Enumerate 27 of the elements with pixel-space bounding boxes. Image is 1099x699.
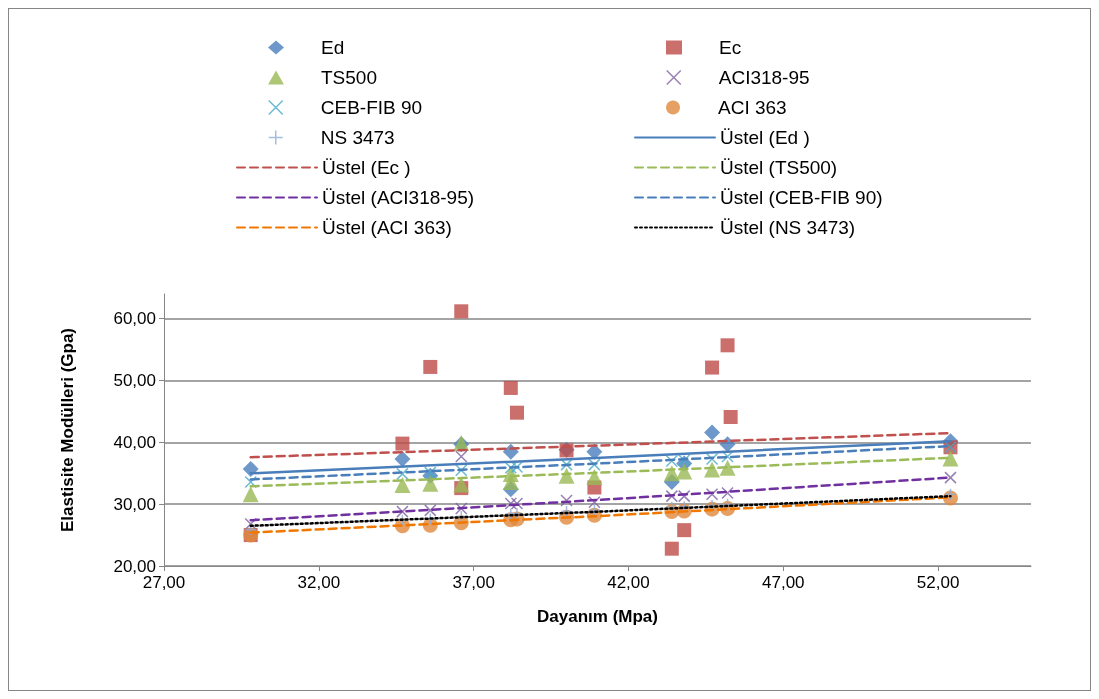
x-tick-label: 52,00 (916, 573, 960, 592)
legend-label: CEB-FIB 90 (320, 97, 423, 118)
legend-label: Üstel (Ec ) (322, 157, 411, 178)
legend-label: Üstel (ACI318-95) (322, 187, 475, 208)
x-tick-label: 27,00 (142, 573, 186, 592)
x-tick-label: 32,00 (297, 573, 341, 592)
x-axis-title: Dayanım (Mpa) (537, 607, 658, 626)
y-tick-label: 40,00 (113, 432, 156, 452)
x-tick-label: 42,00 (607, 573, 650, 592)
x-tick-label: 37,00 (452, 573, 495, 592)
y-tick-label: 30,00 (113, 494, 156, 514)
legend-label: TS500 (321, 67, 377, 88)
y-axis-title: Elastisite Modülleri (Gpa) (58, 327, 77, 533)
legend-label: Üstel (NS 3473) (720, 217, 856, 238)
x-tick-label: 47,00 (762, 573, 805, 592)
legend-label: ACI 363 (718, 97, 787, 118)
legend-label: Üstel (ACI 363) (322, 217, 452, 238)
legend-label: Üstel (TS500) (720, 157, 838, 178)
legend-label: NS 3473 (320, 127, 395, 148)
legend-label: Ed (321, 37, 345, 58)
legend-label: ACI318-95 (718, 67, 810, 88)
y-tick-label: 50,00 (113, 371, 156, 391)
y-tick-label: 20,00 (113, 556, 156, 576)
legend-label: Üstel (CEB-FIB 90) (720, 187, 883, 208)
legend-label: Üstel (Ed ) (720, 127, 810, 148)
legend-label: Ec (719, 37, 742, 58)
y-tick-label: 60,00 (113, 309, 156, 329)
